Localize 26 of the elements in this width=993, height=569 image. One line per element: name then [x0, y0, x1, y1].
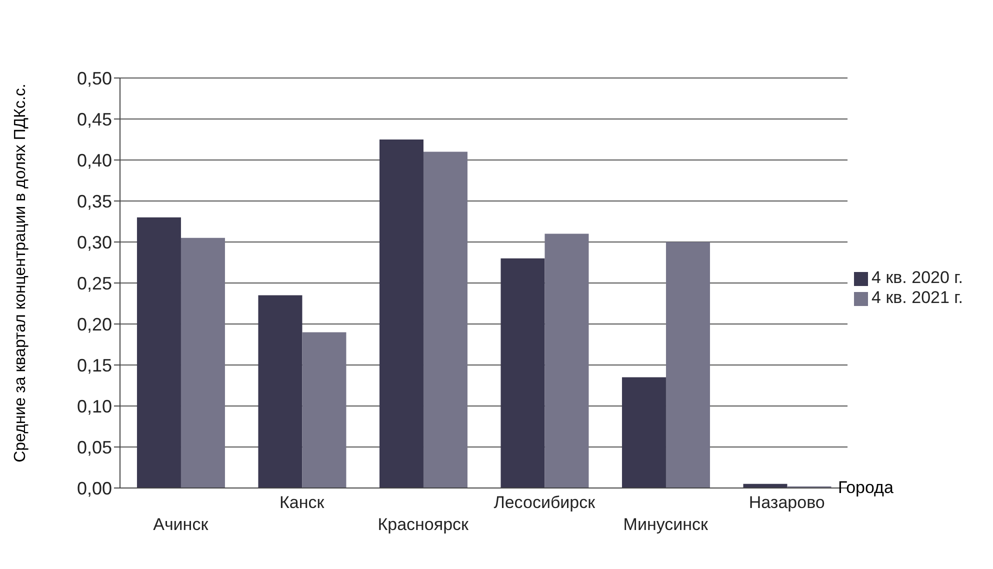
- bar: [423, 152, 468, 488]
- y-tick-label: 0,40: [76, 150, 112, 170]
- y-tick-label: 0,35: [76, 191, 112, 212]
- y-tick-label: 0,20: [76, 314, 112, 334]
- x-axis-title: Города: [838, 478, 894, 498]
- bar: [666, 242, 710, 488]
- y-tick-label: 0,45: [76, 109, 112, 130]
- y-tick-label: 0,15: [76, 355, 112, 376]
- x-tick-label: Лесосибирск: [494, 493, 596, 512]
- y-tick-label: 0,00: [76, 478, 112, 498]
- bar: [302, 332, 346, 488]
- legend-label: 4 кв. 2020 г.: [872, 268, 963, 287]
- y-tick-label: 0,10: [76, 396, 112, 416]
- x-tick-label: Назарово: [748, 493, 825, 512]
- x-tick-label: Ачинск: [153, 515, 209, 534]
- y-tick-label: 0,30: [76, 232, 112, 252]
- x-tick-label: Минусинск: [623, 515, 709, 534]
- x-tick-label: Красноярск: [378, 515, 470, 534]
- x-tick-label: Канск: [280, 493, 325, 512]
- y-tick-label: 0,50: [76, 68, 112, 88]
- bar: [544, 234, 589, 488]
- legend-label: 4 кв. 2021 г.: [872, 288, 963, 307]
- y-tick-label: 0,25: [76, 273, 112, 294]
- y-axis-title: Средние за квартал концентрации в долях ПДКс.с.: [12, 82, 30, 464]
- bar: [180, 238, 225, 488]
- y-tick-label: 0,05: [76, 437, 112, 458]
